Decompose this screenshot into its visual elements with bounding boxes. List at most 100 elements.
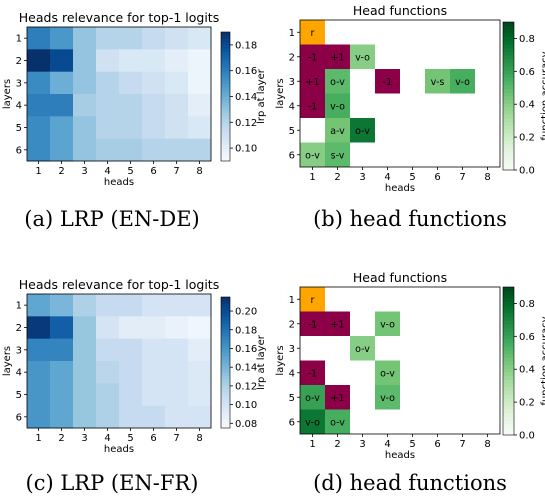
heatmap-cell — [188, 405, 212, 429]
colorbar-segment — [503, 70, 514, 75]
y-tick-label: 5 — [16, 123, 22, 134]
colorbar-segment — [503, 420, 514, 425]
function-cell — [300, 360, 325, 385]
x-tick-label: 4 — [104, 433, 110, 444]
colorbar-tick-label: 0.12 — [235, 381, 257, 392]
colorbar-segment — [221, 41, 230, 46]
colorbar-segment — [221, 138, 230, 143]
heatmap-cell — [119, 116, 143, 140]
colorbar-segment — [221, 67, 230, 72]
colorbar-segment — [221, 83, 230, 88]
caption-b: (b) head functions — [313, 207, 507, 231]
colorbar-segment — [221, 382, 230, 386]
colorbar-segment — [221, 70, 230, 75]
colorbar-segment — [503, 125, 514, 130]
caption-c: (c) LRP (EN-FR) — [26, 471, 199, 495]
heatmap-cell — [96, 138, 120, 162]
heatmap-cell — [73, 94, 97, 117]
heatmap-cell — [165, 405, 189, 429]
heatmap-cell — [142, 405, 166, 429]
colorbar-segment — [221, 122, 230, 126]
colorbar-segment — [221, 90, 230, 94]
colorbar-segment — [503, 353, 514, 358]
heatmap-cell — [27, 94, 51, 117]
colorbar-segment — [221, 144, 230, 149]
y-tick-label: 1 — [16, 34, 22, 45]
colorbar-tick-label: 0.08 — [235, 419, 257, 430]
x-tick-label: 6 — [150, 433, 156, 444]
colorbar-segment — [221, 369, 230, 373]
cell-label: -1 — [308, 101, 317, 112]
cell-label: o-v — [330, 417, 345, 428]
heatmap-cell — [119, 361, 143, 384]
cell-label: -1 — [383, 77, 392, 88]
colorbar-segment — [221, 362, 230, 367]
colorbar-segment — [221, 414, 230, 419]
colorbar-segment — [503, 99, 514, 104]
colorbar-segment — [221, 342, 230, 347]
colorbar-segment — [503, 59, 514, 64]
heatmap-cell — [73, 49, 97, 73]
colorbar-segment — [503, 40, 514, 45]
colorbar-segment — [221, 119, 230, 123]
function-cell — [325, 311, 350, 336]
colorbar-segment — [221, 141, 230, 146]
colorbar-tick-label: 0.8 — [519, 34, 535, 45]
cell-label: v-o — [455, 77, 470, 88]
panel-3: Heads relevance for top-1 logits 1 2 3 4 5 6 7 8… — [2, 277, 267, 455]
x-tick-label: 1 — [35, 166, 41, 177]
x-tick-label: 8 — [196, 166, 202, 177]
colorbar-segment — [221, 106, 230, 110]
y-tick-label: 5 — [16, 390, 22, 401]
colorbar-segment — [503, 155, 514, 160]
colorbar-tick-label: 0.14 — [235, 92, 257, 103]
heatmap-cell — [27, 71, 51, 95]
colorbar-segment — [221, 339, 230, 344]
colorbar-segment — [221, 421, 230, 426]
heatmap-cell — [142, 27, 166, 50]
function-cell — [450, 69, 475, 94]
heatmap-cell — [119, 94, 143, 117]
x-axis-label: heads — [385, 183, 415, 194]
x-tick-label: 5 — [409, 172, 415, 183]
y-axis-label: layers — [275, 78, 286, 108]
heatmap-cell — [142, 361, 166, 384]
function-cell — [300, 287, 325, 312]
function-cell — [375, 69, 400, 94]
colorbar-segment — [503, 66, 514, 71]
colorbar-segment — [221, 48, 230, 52]
colorbar-tick-label: 0.2 — [519, 398, 535, 409]
colorbar-segment — [503, 166, 514, 171]
colorbar-segment — [503, 84, 514, 89]
heatmap-cell — [96, 71, 120, 95]
colorbar-segment — [221, 398, 230, 403]
heatmap-cell — [73, 383, 97, 407]
colorbar-segment — [221, 405, 230, 409]
heatmap-cell — [27, 361, 51, 384]
y-tick-label: 2 — [289, 319, 295, 330]
function-cell — [350, 118, 375, 143]
cell-label: v-o — [380, 319, 395, 330]
colorbar-segment — [503, 401, 514, 406]
heatmap-cell — [165, 316, 189, 340]
colorbar-tick-label: 0.6 — [519, 67, 535, 78]
cell-label: o-v — [330, 77, 345, 88]
x-tick-label: 4 — [384, 172, 390, 183]
colorbar-segment — [503, 361, 514, 366]
colorbar-segment — [503, 364, 514, 369]
colorbar-segment — [503, 77, 514, 82]
colorbar-segment — [503, 92, 514, 97]
heatmap-cell — [96, 316, 120, 340]
heatmap-cell — [27, 383, 51, 407]
colorbar-segment — [221, 346, 230, 350]
colorbar-segment — [503, 22, 514, 27]
cell-label: +1 — [330, 393, 344, 404]
heatmap-cell — [188, 338, 212, 362]
colorbar-tick-label: 0.4 — [519, 365, 535, 376]
plot-frame — [299, 19, 501, 168]
heatmap-cell — [119, 338, 143, 362]
colorbar-segment — [503, 386, 514, 391]
heatmap-cell — [142, 316, 166, 340]
y-axis-label: layers — [2, 79, 13, 109]
